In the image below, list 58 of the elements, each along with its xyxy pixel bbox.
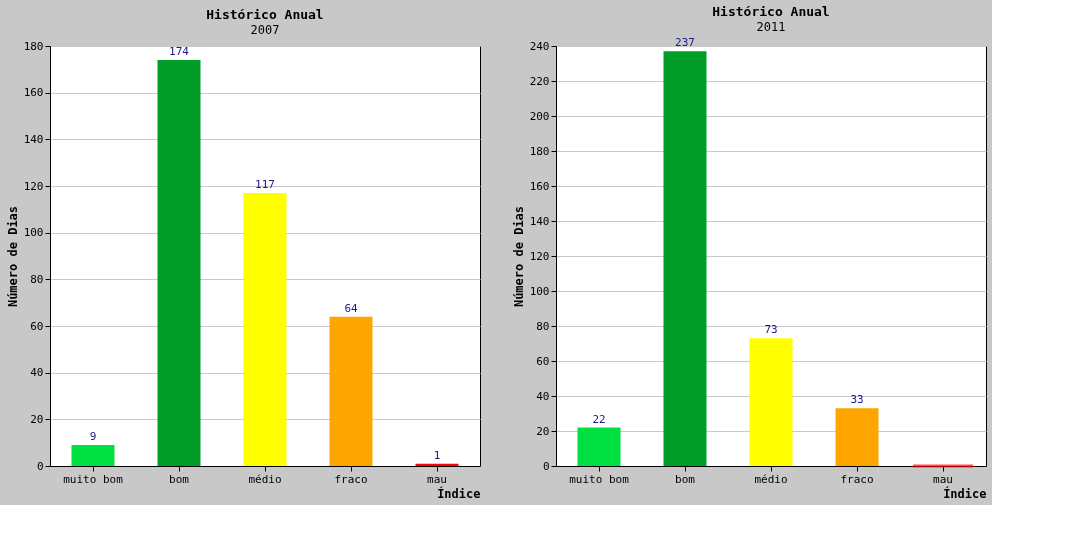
data-label: 64 <box>344 301 358 315</box>
x-tick-label: mau <box>427 472 447 486</box>
data-label: 33 <box>850 393 864 407</box>
bar <box>71 445 115 466</box>
bar <box>577 427 621 466</box>
y-tick-label: 60 <box>30 319 44 333</box>
x-tick-label: bom <box>675 472 696 486</box>
y-tick-label: 100 <box>529 284 550 298</box>
x-tick-label: bom <box>169 472 190 486</box>
y-axis-title: Número de Dias <box>5 205 20 308</box>
data-label: 237 <box>675 36 695 50</box>
bar <box>243 193 287 466</box>
y-tick-label: 80 <box>30 272 44 286</box>
chart-subtitle: 2011 <box>756 20 786 35</box>
y-tick-label: 180 <box>23 39 44 53</box>
bar <box>663 51 707 466</box>
y-tick-label: 200 <box>529 109 550 123</box>
chart-subtitle: 2007 <box>250 23 280 37</box>
y-tick-label: 100 <box>23 226 44 240</box>
data-label: 9 <box>89 430 97 443</box>
y-tick-label: 20 <box>30 412 44 426</box>
data-label: 117 <box>255 178 275 191</box>
data-label: 22 <box>592 412 606 426</box>
x-tick-label: médio <box>248 472 282 486</box>
x-tick-label: médio <box>754 472 788 486</box>
y-tick-label: 160 <box>529 179 550 193</box>
data-label: 174 <box>169 45 190 58</box>
bar <box>835 408 879 466</box>
x-tick-label: muito bom <box>569 472 630 486</box>
y-tick-label: 60 <box>536 354 550 368</box>
y-tick-label: 240 <box>529 39 550 53</box>
y-tick-label: 0 <box>36 459 44 473</box>
data-label: 73 <box>764 323 778 337</box>
x-axis-title: Índice <box>437 485 481 501</box>
x-axis-title: Índice <box>943 485 987 501</box>
y-tick-label: 0 <box>542 459 550 473</box>
y-tick-label: 120 <box>529 249 550 263</box>
bar <box>157 60 201 466</box>
x-tick-label: fraco <box>840 472 874 486</box>
y-tick-label: 40 <box>536 389 550 403</box>
chart-title: Histórico Anual <box>206 7 324 22</box>
y-tick-label: 140 <box>23 132 44 146</box>
x-tick-label: fraco <box>334 472 368 486</box>
x-tick-label: muito bom <box>63 472 124 486</box>
y-tick-label: 180 <box>529 144 550 158</box>
y-tick-label: 140 <box>529 214 550 228</box>
y-tick-label: 40 <box>30 366 44 380</box>
chart-title: Histórico Anual <box>712 4 830 20</box>
data-label: 1 <box>433 448 441 462</box>
y-tick-label: 120 <box>23 179 44 193</box>
y-tick-label: 220 <box>529 74 550 88</box>
x-tick-label: mau <box>933 472 953 486</box>
bar <box>329 316 373 466</box>
y-tick-label: 160 <box>23 86 44 100</box>
bar <box>749 338 793 466</box>
y-tick-label: 80 <box>536 319 550 333</box>
y-tick-label: 20 <box>536 424 550 438</box>
y-axis-title: Número de Dias <box>511 205 526 308</box>
